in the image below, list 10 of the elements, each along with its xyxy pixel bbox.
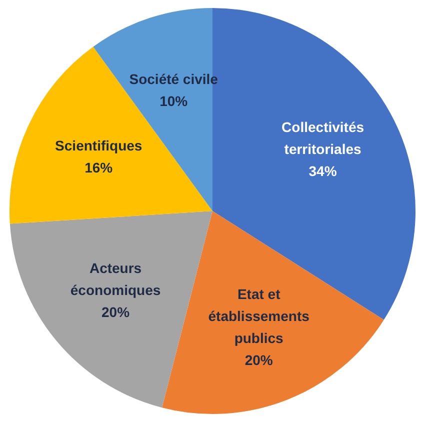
data-label: 20% [244, 352, 274, 368]
data-label: 20% [102, 304, 130, 320]
data-label: 16% [84, 159, 114, 176]
slice-label: Société civile [129, 71, 218, 88]
data-label: 10% [160, 93, 188, 110]
data-label: 34% [308, 163, 338, 180]
slice-label: Collectivités territoriales [282, 119, 364, 158]
slice-label: Etat et établissements publics [208, 286, 310, 346]
slice-label: Scientifiques [55, 137, 142, 154]
slice-label: Acteurs économiques [70, 260, 161, 298]
